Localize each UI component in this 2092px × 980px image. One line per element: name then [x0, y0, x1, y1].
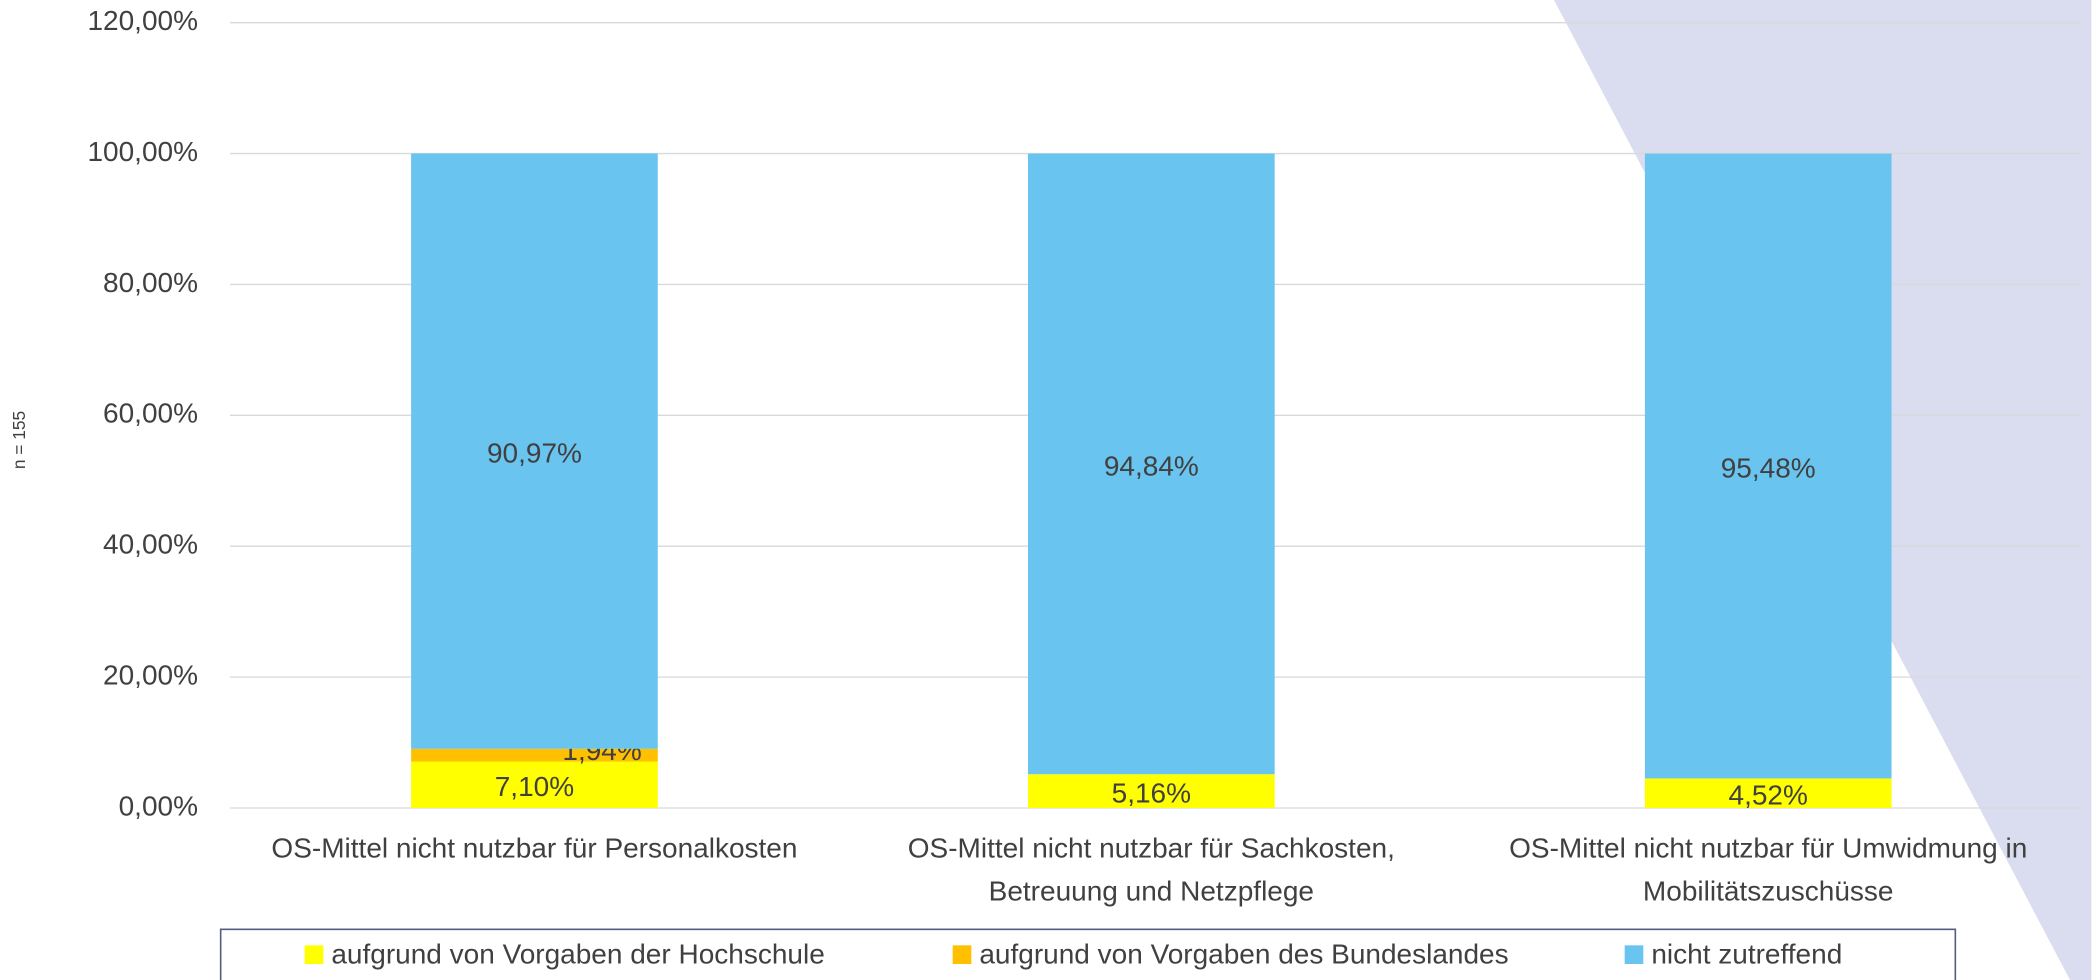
x-tick-label: OS-Mittel nicht nutzbar für Umwidmung in…	[1509, 833, 2027, 907]
bar-segment	[1028, 774, 1275, 808]
y-tick-label: 0,00%	[119, 790, 198, 821]
x-tick-label: OS-Mittel nicht nutzbar für Sachkosten, B…	[908, 833, 1395, 907]
bar-segment	[411, 748, 658, 762]
data-label: 90,97%	[487, 438, 582, 469]
bar-segment	[1644, 153, 1892, 779]
data-label: 7,10%	[495, 771, 574, 802]
bar-segment	[1644, 778, 1892, 808]
y-tick-label: 20,00%	[103, 660, 198, 691]
data-label: 95,48%	[1721, 452, 1816, 483]
bar-segment	[1028, 153, 1275, 775]
y-tick-label: 40,00%	[103, 529, 198, 560]
legend-swatch	[304, 945, 324, 964]
y-tick-label: 120,00%	[87, 5, 198, 36]
y-axis-label: n = 155	[9, 411, 29, 469]
bar-segment	[411, 761, 658, 808]
y-tick-label: 100,00%	[87, 136, 198, 167]
legend-label: nicht zutreffend	[1651, 938, 1842, 969]
legend-box	[219, 928, 1957, 980]
x-tick-label: OS-Mittel nicht nutzbar für Personalkost…	[271, 833, 797, 864]
data-label: 94,84%	[1104, 450, 1199, 481]
legend-label: aufgrund von Vorgaben des Bundeslandes	[979, 938, 1508, 969]
bar-segment	[411, 153, 658, 749]
data-label: 5,16%	[1112, 778, 1191, 809]
legend-swatch	[1624, 945, 1644, 964]
y-tick-label: 80,00%	[103, 267, 198, 298]
legend-swatch	[952, 945, 972, 964]
data-label: 4,52%	[1729, 780, 1808, 811]
legend-label: aufgrund von Vorgaben der Hochschule	[331, 938, 824, 969]
y-tick-label: 60,00%	[103, 398, 198, 429]
